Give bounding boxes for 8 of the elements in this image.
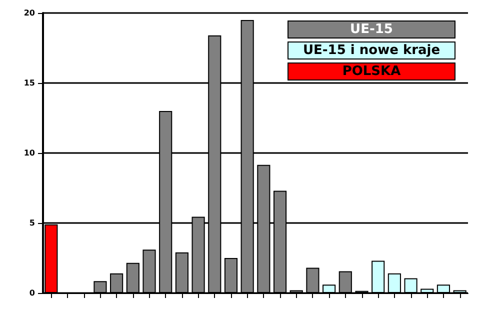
y-tick-label: 10	[24, 148, 36, 158]
y-tick-label: 0	[29, 288, 36, 298]
y-tick-label: 20	[24, 8, 36, 18]
y-tick-label: 15	[24, 78, 36, 88]
text: UE-15	[350, 22, 393, 37]
text: POLSKA	[342, 64, 401, 79]
y-tick-label: 5	[29, 218, 36, 228]
text: UE-15 i nowe kraje	[302, 43, 440, 58]
